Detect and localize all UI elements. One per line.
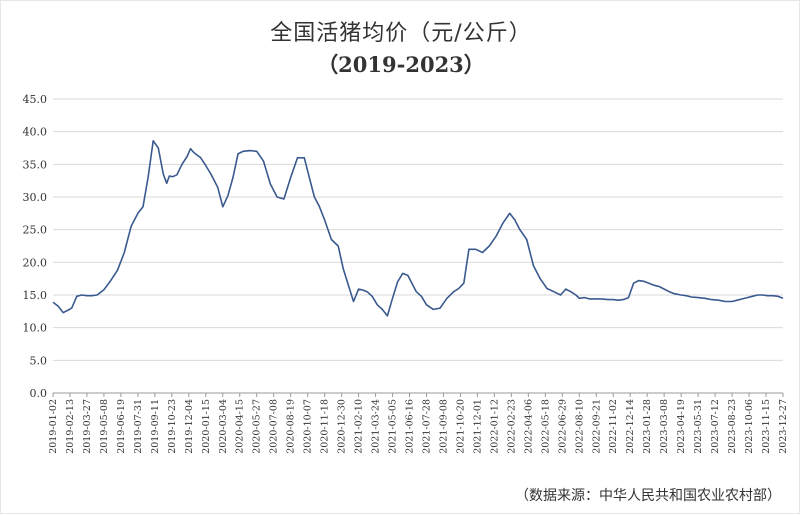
x-tick-label: 2022-09-21 (591, 399, 602, 454)
x-tick-label: 2022-04-06 (523, 399, 534, 454)
x-tick-label: 2021-12-01 (472, 399, 483, 454)
x-tick-label: 2020-12-30 (337, 399, 348, 454)
y-tick-label: 30.0 (23, 191, 48, 204)
x-tick-label: 2020-08-19 (286, 399, 297, 454)
y-tick-label: 5.0 (30, 354, 48, 367)
x-tick-label: 2020-04-15 (235, 399, 246, 454)
x-tick-label: 2019-03-27 (82, 399, 93, 454)
x-tick-label: 2022-08-10 (574, 399, 585, 454)
x-tick-label: 2019-10-23 (167, 399, 178, 454)
x-tick-label: 2023-03-08 (659, 399, 670, 454)
x-tick-label: 2019-01-02 (48, 399, 59, 454)
x-tick-label: 2019-09-11 (150, 399, 161, 454)
y-tick-label: 40.0 (23, 126, 48, 139)
x-tick-label: 2019-02-13 (65, 399, 76, 454)
x-tick-label: 2023-10-06 (744, 399, 755, 454)
y-tick-label: 20.0 (23, 256, 48, 269)
x-tick-label: 2023-05-31 (693, 399, 704, 454)
x-tick-label: 2019-06-19 (116, 399, 127, 454)
y-tick-label: 45.0 (23, 93, 48, 106)
x-tick-label: 2022-11-02 (608, 399, 619, 454)
y-tick-label: 25.0 (23, 224, 48, 237)
x-tick-label: 2022-02-23 (506, 399, 517, 454)
x-tick-label: 2020-11-18 (320, 399, 331, 454)
x-tick-label: 2023-11-15 (761, 399, 772, 454)
x-tick-label: 2021-09-08 (438, 399, 449, 454)
chart-title: 全国活猪均价（元/公斤） (270, 21, 532, 46)
x-tick-label: 2022-01-12 (489, 399, 500, 454)
x-tick-label: 2020-05-27 (252, 399, 263, 454)
x-tick-label: 2023-04-19 (676, 399, 687, 454)
x-tick-label: 2023-01-28 (642, 399, 653, 454)
x-tick-label: 2020-07-08 (269, 399, 280, 454)
x-tick-label: 2021-03-24 (371, 399, 382, 454)
y-tick-label: 10.0 (23, 322, 48, 335)
data-source-note: （数据来源：中华人民共和国农业农村部） (515, 488, 781, 504)
x-tick-label: 2019-07-31 (133, 399, 144, 454)
x-tick-label: 2020-10-07 (303, 399, 314, 454)
y-tick-label: 15.0 (23, 289, 48, 302)
x-tick-label: 2020-03-04 (218, 399, 229, 454)
x-tick-label: 2021-07-28 (421, 399, 432, 454)
x-tick-label: 2020-01-15 (201, 399, 212, 454)
x-tick-label: 2023-08-23 (727, 399, 738, 454)
x-tick-label: 2022-12-14 (625, 399, 636, 454)
y-tick-label: 35.0 (23, 158, 48, 171)
x-tick-label: 2021-10-20 (455, 399, 466, 454)
x-tick-label: 2021-06-16 (405, 399, 416, 454)
x-tick-label: 2019-05-08 (99, 399, 110, 454)
x-tick-label: 2022-06-29 (557, 399, 568, 454)
x-tick-label: 2022-05-18 (540, 399, 551, 454)
x-tick-label: 2019-12-04 (184, 399, 195, 454)
y-tick-label: 0.0 (30, 387, 48, 400)
x-tick-label: 2023-12-27 (778, 399, 789, 454)
chart-subtitle: （2019-2023） (317, 52, 485, 77)
x-tick-label: 2023-07-12 (710, 399, 721, 454)
x-tick-label: 2021-02-10 (354, 399, 365, 454)
price-series-line (52, 140, 784, 317)
x-tick-label: 2021-05-05 (388, 399, 399, 454)
